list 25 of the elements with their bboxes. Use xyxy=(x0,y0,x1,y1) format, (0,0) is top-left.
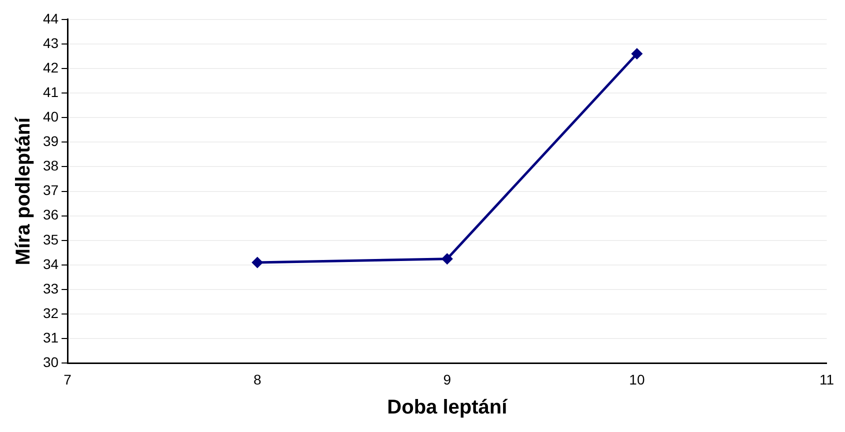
x-axis-title: Doba leptání xyxy=(387,396,509,419)
point xyxy=(632,48,642,60)
x-tick-label: 7 xyxy=(64,371,72,388)
y-tick-label: 39 xyxy=(42,133,59,150)
y-tick-label: 37 xyxy=(42,182,59,198)
y-tick-label: 34 xyxy=(42,256,59,272)
y-tick-label: 42 xyxy=(42,59,59,76)
y-tick-label: 41 xyxy=(42,84,59,100)
y-tick-label: 40 xyxy=(42,108,59,124)
x-tick-label: 9 xyxy=(443,371,452,388)
y-tick-label: 36 xyxy=(42,206,59,223)
y-axis-title: Míra podleptání xyxy=(12,116,35,266)
y-tick-label: 32 xyxy=(42,304,59,321)
y-tick-label: 30 xyxy=(42,354,59,370)
x-tick-label: 10 xyxy=(629,371,645,388)
y-tick-label: 33 xyxy=(42,280,59,296)
y-tick-label: 38 xyxy=(42,158,59,174)
point xyxy=(442,254,452,264)
y-tick-label: 35 xyxy=(42,231,59,248)
y-tick-label: 43 xyxy=(42,34,59,51)
y-tick-label: 44 xyxy=(42,10,59,26)
point xyxy=(252,257,263,268)
x-tick-label: 11 xyxy=(819,371,834,388)
x-tick-label: 8 xyxy=(253,371,262,388)
y-tick-label: 31 xyxy=(42,330,59,346)
